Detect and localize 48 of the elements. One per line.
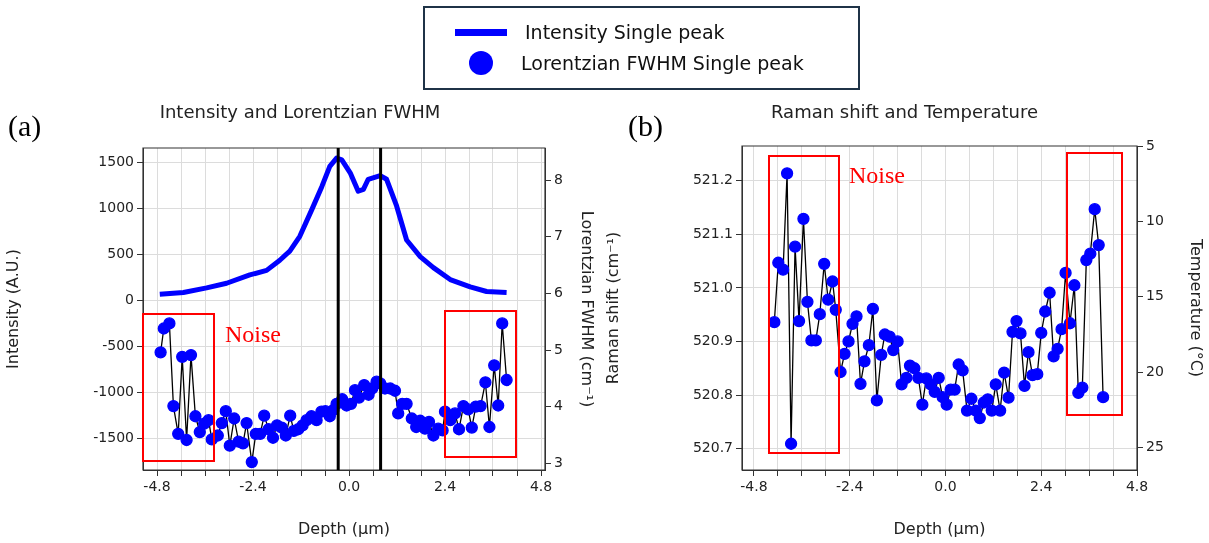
y-tick-label: 521.0 — [692, 278, 733, 295]
x-tick-label: 0.0 — [337, 478, 361, 495]
y2-tick-label: 25 — [1146, 438, 1164, 455]
y-tick-label: 500 — [107, 245, 134, 262]
y2-tick-label: 5 — [554, 340, 563, 357]
y-tick-label: 520.8 — [692, 385, 733, 402]
y2-tick-label: 20 — [1146, 362, 1164, 379]
y-tick-label: 520.7 — [692, 439, 733, 456]
y-axis-title: Raman shift (cm⁻¹) — [602, 231, 622, 385]
y2-tick-label: 8 — [554, 170, 563, 187]
y2-tick-label: 4 — [554, 397, 563, 414]
x-tick-label: 4.8 — [529, 478, 553, 495]
text: (a) — [8, 108, 42, 143]
y-tick-label: 520.9 — [692, 332, 733, 349]
x-tick-label: 4.8 — [1125, 478, 1149, 495]
y-tick-label: 0 — [125, 291, 134, 308]
y-tick-label: -1500 — [93, 429, 134, 446]
x-tick-label: -2.4 — [239, 478, 267, 495]
x-axis-title: Depth (μm) — [893, 518, 986, 538]
y2-tick-label: 15 — [1146, 287, 1164, 304]
annotation: Noise — [849, 162, 905, 189]
text: (b) — [628, 108, 663, 143]
y-tick-label: -500 — [102, 337, 134, 354]
y-tick-label: 521.1 — [692, 225, 733, 241]
y2-tick-label: 5 — [1146, 136, 1155, 153]
x-tick-label: -4.8 — [143, 478, 171, 495]
y-tick-label: -1000 — [93, 383, 134, 400]
y2-axis-title: Temperature (°C) — [1187, 237, 1207, 378]
y2-tick-label: 3 — [554, 453, 563, 470]
annotation: Noise — [225, 321, 281, 348]
chart-title: Intensity and Lorentzian FWHM — [159, 101, 441, 123]
y2-tick-label: 10 — [1146, 211, 1164, 228]
legend-label: Intensity Single peak — [525, 21, 725, 43]
y2-tick-label: 6 — [554, 284, 563, 301]
x-axis-title: Depth (μm) — [297, 518, 391, 538]
x-tick-label: 0.0 — [934, 478, 957, 495]
y-tick-label: 1500 — [98, 153, 134, 170]
y2-tick-label: 7 — [554, 227, 563, 244]
y2-axis-title: Lorentzian FWHM (cm⁻¹) — [578, 210, 598, 408]
y-axis-title: Intensity (A.U.) — [2, 249, 22, 369]
y-tick-label: 521.2 — [692, 171, 733, 188]
y-tick-label: 1000 — [98, 199, 134, 216]
x-tick-label: 2.4 — [433, 478, 457, 495]
legend-label: Lorentzian FWHM Single peak — [521, 52, 804, 74]
x-tick-label: -4.8 — [740, 478, 768, 495]
x-tick-label: -2.4 — [836, 478, 864, 495]
x-tick-label: 2.4 — [1030, 478, 1053, 495]
chart-title: Raman shift and Temperature — [770, 101, 1039, 123]
